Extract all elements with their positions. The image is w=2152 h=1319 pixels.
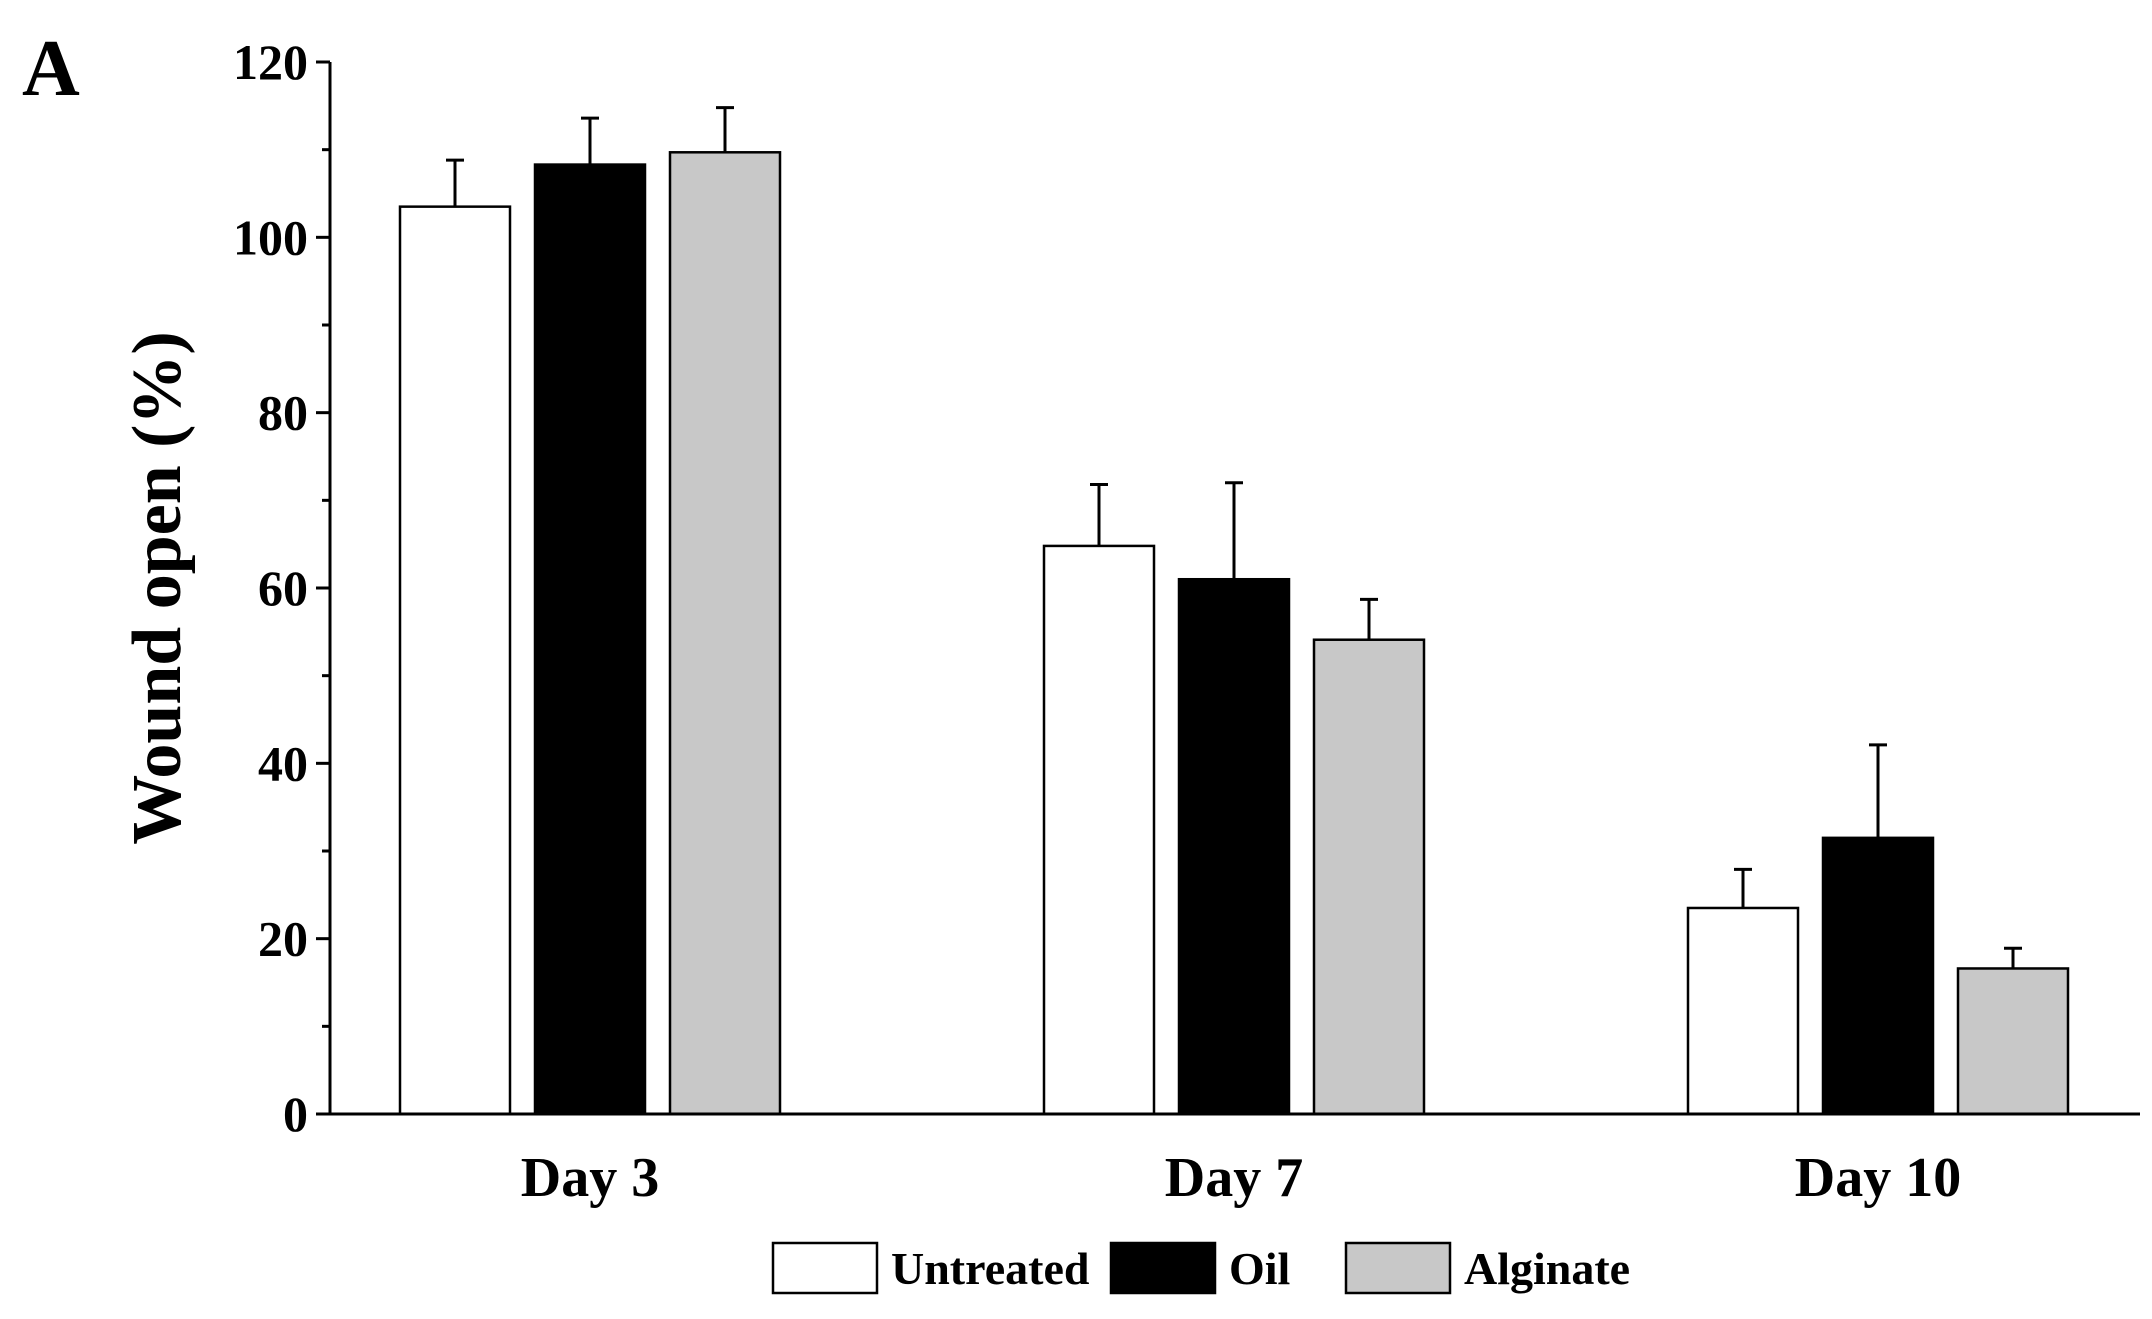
y-tick-label: 20 <box>258 911 308 967</box>
legend-label-oil: Oil <box>1229 1243 1290 1294</box>
bar-alginate-day-7 <box>1314 640 1424 1114</box>
legend-label-alginate: Alginate <box>1464 1243 1630 1294</box>
x-axis: Day 3 Day 7 Day 10 <box>330 1114 2140 1209</box>
y-tick-label: 80 <box>258 385 308 441</box>
legend-swatch-untreated <box>773 1243 877 1293</box>
x-category-label: Day 3 <box>521 1147 659 1209</box>
y-tick-label: 60 <box>258 560 308 616</box>
bar-oil-day-3 <box>535 165 645 1114</box>
bar-untreated-day-10 <box>1688 908 1798 1114</box>
x-category-label: Day 7 <box>1165 1147 1303 1209</box>
legend-swatch-alginate <box>1346 1243 1450 1293</box>
legend-swatch-oil <box>1111 1243 1215 1293</box>
panel-label: A <box>22 25 80 113</box>
y-axis-title: Wound open (%) <box>119 331 196 844</box>
bar-alginate-day-10 <box>1958 968 2068 1114</box>
legend-label-untreated: Untreated <box>891 1243 1090 1294</box>
y-axis: 0 20 40 60 80 100 120 <box>233 34 330 1142</box>
bar-alginate-day-3 <box>670 152 780 1114</box>
y-tick-label: 40 <box>258 735 308 791</box>
x-category-label: Day 10 <box>1795 1147 1961 1209</box>
bar-untreated-day-3 <box>400 207 510 1114</box>
bar-oil-day-7 <box>1179 579 1289 1114</box>
bar-chart: A 0 20 40 60 80 100 120 Day 3 Day 7 Day 10 Wound… <box>0 0 2152 1314</box>
bar-oil-day-10 <box>1823 838 1933 1114</box>
y-tick-label: 120 <box>233 34 308 90</box>
bar-untreated-day-7 <box>1044 546 1154 1114</box>
y-tick-label: 0 <box>283 1086 308 1142</box>
legend: Untreated Oil Alginate <box>773 1243 1630 1294</box>
y-tick-label: 100 <box>233 209 308 265</box>
bars-group <box>400 152 2068 1114</box>
chart-container: A 0 20 40 60 80 100 120 Day 3 Day 7 Day 10 Wound… <box>0 0 2152 1314</box>
